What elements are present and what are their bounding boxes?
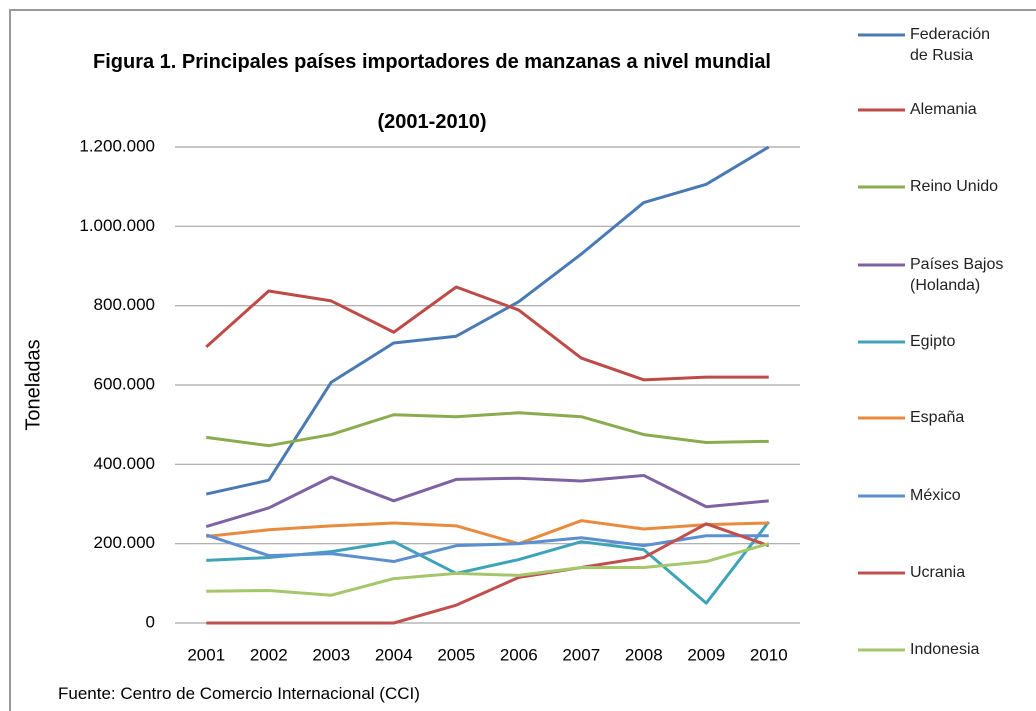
legend-label: México: [910, 487, 961, 504]
series-line: [206, 522, 770, 625]
x-tick-label: 2003: [312, 645, 350, 664]
x-tick-label: 2008: [625, 645, 663, 664]
x-tick-label: 2004: [375, 645, 413, 664]
x-tick-label: 2002: [250, 645, 288, 664]
series-line: [205, 285, 769, 382]
series-line: [206, 519, 769, 546]
y-tick-label: 200.000: [94, 533, 155, 552]
series-line: [205, 533, 769, 564]
legend-label: España: [910, 409, 965, 426]
y-tick-label: 400.000: [94, 454, 155, 473]
series-line: [205, 145, 770, 496]
legend-label: Alemania: [910, 101, 977, 118]
legend-label: Indonesia: [910, 641, 980, 658]
x-tick-label: 2009: [687, 645, 725, 664]
legend-label: Egipto: [910, 333, 956, 350]
source-note: Fuente: Centro de Comercio Internacional…: [58, 684, 420, 703]
y-tick-label: 1.200.000: [79, 136, 155, 155]
y-tick-label: 600.000: [94, 374, 155, 393]
y-tick-label: 0: [146, 612, 155, 631]
legend-label: Federación de Rusia: [910, 26, 991, 64]
x-tick-label: 2006: [500, 645, 538, 664]
y-axis-label: Toneladas: [22, 339, 44, 430]
series-line: [206, 411, 769, 448]
frame: [9, 9, 1036, 711]
series-line: [206, 542, 770, 597]
y-tick-label: 1.000.000: [79, 216, 155, 235]
x-tick-label: 2007: [562, 645, 600, 664]
series-line: [205, 473, 769, 529]
x-tick-label: 2010: [750, 645, 788, 664]
chart-subtitle: (2001-2010): [377, 111, 487, 133]
legend-label: Ucrania: [910, 564, 966, 581]
y-tick-label: 800.000: [94, 295, 155, 314]
chart-title: Figura 1. Principales países importadore…: [92, 51, 771, 73]
legend-label: Reino Unido: [910, 178, 999, 195]
x-tick-label: 2001: [187, 645, 225, 664]
legend-label: Países Bajos (Holanda): [910, 256, 1004, 294]
x-tick-label: 2005: [437, 645, 475, 664]
